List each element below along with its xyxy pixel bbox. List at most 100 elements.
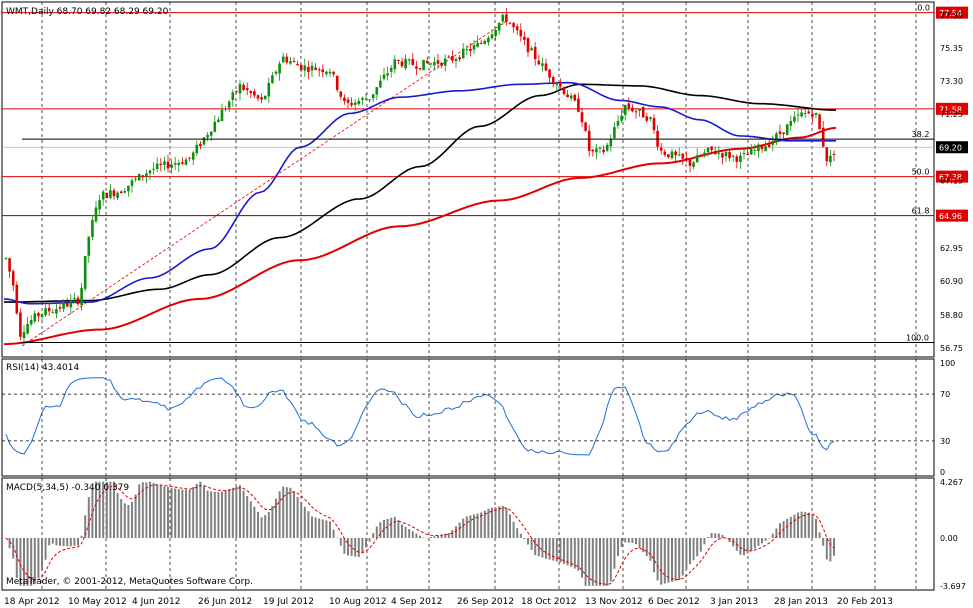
macd-bar: [663, 538, 666, 584]
candle-body: [811, 113, 814, 117]
moving-average-short: [3, 81, 836, 305]
price-level-tag: [936, 209, 968, 222]
macd-bar: [692, 538, 695, 561]
candle-body: [112, 190, 116, 197]
macd-bar: [505, 507, 508, 539]
fib-label: 0.0: [917, 4, 930, 13]
candle-body: [353, 102, 357, 105]
macd-bar: [116, 493, 119, 539]
candle-body: [4, 258, 8, 260]
macd-bar: [44, 538, 47, 560]
macd-bar: [145, 482, 148, 539]
candle-body: [357, 100, 361, 105]
candle-body: [371, 94, 375, 99]
macd-bar: [768, 538, 771, 539]
macd-bar: [127, 504, 130, 539]
candlestick-series: [4, 7, 836, 346]
macd-bar: [793, 514, 796, 539]
horizontal-lines[interactable]: 77.54 71.58 67.38 64.96 69.20: [2, 6, 968, 222]
candle-body: [400, 61, 404, 67]
candle-body: [206, 134, 209, 138]
candle-body: [508, 22, 512, 24]
candle-body: [335, 76, 339, 90]
macd-bar: [465, 516, 468, 539]
candle-body: [703, 152, 706, 157]
candle-body: [109, 190, 112, 198]
macd-bar: [271, 506, 274, 539]
macd-bar: [433, 536, 436, 539]
candle-body: [620, 115, 623, 121]
candle-body: [422, 59, 425, 71]
macd-bar: [707, 536, 709, 539]
macd-bar: [98, 481, 101, 539]
macd-bar: [80, 535, 83, 539]
current-price-tag: [936, 141, 968, 154]
price-axis: 77.35 75.35 73.30 71.25 67.15 62.95 60.90 58.80…: [940, 12, 963, 353]
macd-bar: [357, 538, 360, 557]
candle-body: [616, 121, 620, 126]
candle-body: [202, 137, 206, 145]
macd-bar: [246, 495, 249, 539]
current-price-tag-text: 69.20: [939, 144, 962, 153]
candle-body: [641, 107, 645, 118]
macd-bar: [753, 538, 756, 549]
candle-body: [580, 112, 584, 123]
macd-bar: [296, 496, 299, 539]
candle-body: [699, 155, 703, 157]
candle-body: [411, 59, 415, 65]
macd-bar: [242, 490, 245, 539]
fibonacci-trendline[interactable]: [21, 19, 509, 347]
macd-bar: [224, 490, 227, 539]
macd-bar: [365, 538, 367, 548]
candle-body: [566, 94, 569, 98]
macd-bar: [674, 538, 677, 581]
macd-bar: [599, 538, 601, 586]
macd-bar: [15, 538, 18, 578]
macd-bar: [33, 538, 36, 585]
candle-body: [821, 127, 825, 147]
time-label: 4 Jun 2012: [132, 597, 180, 607]
macd-bar: [123, 503, 126, 539]
macd-bar: [512, 521, 515, 539]
macd-bar: [329, 521, 331, 539]
macd-bar: [361, 538, 364, 554]
rsi-axis: 100 70 30 0: [2, 359, 955, 477]
candle-body: [271, 75, 274, 84]
macd-bar: [383, 519, 385, 539]
candle-body: [163, 161, 166, 165]
macd-bar: [732, 538, 735, 547]
candle-body: [11, 271, 15, 286]
macd-bar: [685, 538, 688, 570]
macd-bar: [815, 518, 817, 539]
candle-body: [141, 175, 145, 177]
macd-bar: [703, 538, 706, 545]
macd-bar: [188, 489, 191, 539]
candle-body: [87, 236, 91, 256]
candle-body: [793, 116, 796, 122]
macd-bar: [476, 513, 479, 539]
candle-body: [677, 154, 681, 156]
macd-bar: [609, 538, 612, 582]
candle-body: [501, 14, 505, 22]
macd-bar: [77, 538, 79, 546]
candle-body: [825, 147, 829, 162]
macd-bar: [743, 538, 745, 556]
macd-bar: [491, 507, 493, 539]
macd-bar: [26, 538, 29, 586]
macd-bar: [23, 538, 25, 586]
macd-bar: [267, 511, 270, 539]
macd-bar: [177, 489, 180, 539]
candle-body: [314, 67, 317, 70]
time-label: 10 May 2012: [68, 597, 127, 607]
candle-body: [803, 113, 807, 115]
macd-bar: [48, 538, 51, 546]
candle-body: [224, 108, 227, 110]
macd-bar: [228, 489, 231, 539]
macd-level-label: 0.00: [940, 534, 958, 543]
macd-bar: [239, 485, 241, 539]
rsi-level-label: 70: [940, 390, 950, 399]
candle-body: [328, 71, 332, 74]
rsi-level-label: 30: [940, 437, 950, 446]
macd-panel-title: MACD(5,34,5) -0.340 0.379: [6, 483, 129, 493]
macd-bar: [516, 528, 519, 539]
